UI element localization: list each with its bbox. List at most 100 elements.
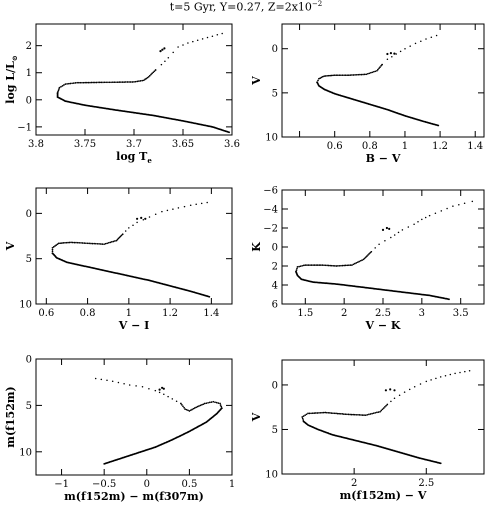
clump-point: [393, 52, 396, 55]
turnoff-point: [329, 74, 332, 77]
turnoff-point: [116, 81, 119, 84]
turnoff-point: [313, 264, 316, 266]
turnoff-point: [347, 264, 350, 267]
giant-branch-point: [164, 60, 166, 62]
turnoff-point: [96, 242, 99, 245]
turnoff-point: [344, 74, 347, 77]
turnoff-point: [333, 265, 336, 267]
turnoff-point: [357, 413, 359, 416]
giant-branch-point: [177, 207, 180, 209]
turnoff-point: [335, 412, 337, 415]
giant-branch-point: [141, 386, 144, 388]
clump-point: [136, 217, 139, 220]
turnoff-point: [184, 408, 186, 410]
turnoff-point: [337, 265, 339, 267]
turnoff-point: [188, 410, 191, 412]
turnoff-point: [321, 264, 324, 266]
giant-branch-point: [123, 382, 125, 385]
giant-branch-point: [94, 377, 97, 380]
turnoff-point: [347, 74, 350, 77]
turnoff-point: [319, 411, 322, 414]
turnoff-point: [344, 413, 347, 416]
turnoff-point: [73, 241, 76, 244]
giant-branch-point: [374, 247, 376, 249]
turnoff-point: [338, 264, 341, 267]
turnoff-point: [318, 264, 321, 266]
giant-branch-point: [444, 374, 447, 377]
turnoff-point: [107, 241, 110, 244]
giant-branch-point: [425, 38, 427, 40]
turnoff-point: [382, 407, 385, 409]
turnoff-point: [217, 402, 220, 404]
turnoff-point: [147, 75, 150, 78]
turnoff-point: [199, 404, 202, 407]
y-axis-label: K: [250, 242, 263, 252]
turnoff-point: [69, 82, 72, 85]
turnoff-point: [115, 81, 117, 84]
giant-branch-point: [183, 205, 186, 208]
turnoff-point: [111, 81, 114, 84]
turnoff-point: [72, 82, 75, 84]
turnoff-point: [355, 73, 358, 76]
giant-branch-point: [161, 210, 163, 213]
turnoff-point: [310, 412, 312, 415]
turnoff-point: [367, 254, 369, 256]
y-tick-label: −6: [263, 186, 278, 197]
giant-branch-point: [464, 370, 466, 373]
giant-branch-point: [401, 229, 404, 231]
turnoff-point: [351, 74, 353, 76]
turnoff-point: [377, 68, 379, 71]
turnoff-point: [57, 242, 60, 245]
turnoff-point: [377, 411, 380, 413]
turnoff-point: [327, 264, 330, 267]
turnoff-point: [351, 264, 353, 266]
turnoff-point: [343, 74, 345, 77]
x-tick-label: 1.4: [467, 141, 483, 152]
y-tick-label: 6: [272, 300, 278, 311]
clump-point: [161, 386, 164, 389]
turnoff-point: [364, 256, 367, 259]
turnoff-point: [368, 72, 371, 75]
turnoff-point: [329, 264, 332, 267]
giant-branch-point: [409, 45, 411, 47]
turnoff-point: [215, 401, 218, 404]
turnoff-point: [85, 242, 87, 245]
giant-branch-point: [154, 389, 157, 392]
turnoff-point: [76, 241, 79, 244]
x-tick-label: 0.5: [181, 479, 197, 490]
turnoff-point: [304, 264, 307, 266]
turnoff-point: [118, 81, 121, 83]
turnoff-point: [349, 264, 352, 266]
turnoff-point: [339, 412, 342, 415]
turnoff-point: [152, 71, 155, 74]
turnoff-point: [335, 265, 338, 267]
turnoff-point: [366, 255, 368, 257]
giant-branch-point: [393, 397, 396, 400]
turnoff-point: [369, 251, 372, 254]
giant-branch-point: [424, 216, 427, 219]
giant-branch-point: [386, 58, 389, 61]
turnoff-point: [314, 412, 317, 414]
turnoff-point: [134, 80, 137, 83]
turnoff-point: [326, 264, 328, 267]
x-tick-label: −0.5: [92, 479, 116, 490]
turnoff-point: [360, 73, 363, 76]
turnoff-point: [113, 81, 116, 84]
giant-branch-point: [196, 39, 199, 41]
turnoff-point: [366, 72, 369, 75]
turnoff-point: [356, 261, 359, 264]
turnoff-point: [142, 79, 145, 82]
turnoff-point: [360, 414, 362, 416]
turnoff-point: [126, 81, 129, 83]
turnoff-point: [81, 242, 84, 244]
turnoff-point: [191, 408, 193, 411]
turnoff-point: [86, 242, 89, 245]
turnoff-point: [346, 413, 348, 416]
turnoff-point: [296, 267, 298, 270]
figure-title-main: t=5 Gyr, Y=0.27, Z=2x10: [169, 0, 312, 14]
x-tick-label: 2.5: [418, 478, 434, 489]
y-tick-label: 2: [272, 262, 278, 273]
turnoff-point: [332, 74, 335, 77]
turnoff-point: [92, 81, 95, 84]
turnoff-point: [325, 411, 328, 414]
